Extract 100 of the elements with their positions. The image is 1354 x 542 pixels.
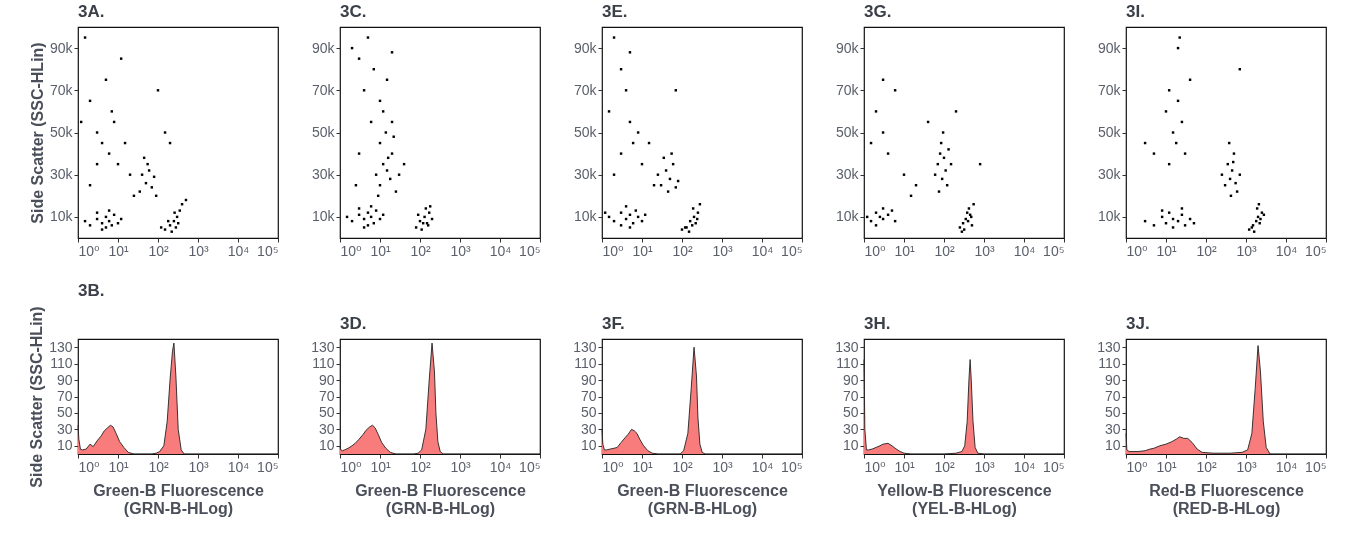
x-tick-label: 10³ (974, 458, 995, 475)
x-tick-label: 10¹ (370, 458, 391, 475)
y-tick-label: 50k (49, 124, 74, 140)
y-tick-label: 70k (49, 81, 74, 98)
x-tick-label: 10³ (188, 458, 209, 475)
chart-title: 3B. (78, 280, 105, 300)
x-tick-label: 10¹ (632, 458, 653, 475)
x-tick-label: 10⁰ (78, 242, 101, 259)
chart-title: 3H. (864, 314, 891, 333)
y-tick-label: 110 (836, 355, 859, 372)
y-tick-label: 50 (56, 404, 73, 421)
y-tick-label: 10 (842, 437, 859, 454)
x-tick-label: 10⁴ (1275, 242, 1298, 259)
y-tick-label: 50 (842, 404, 859, 421)
x-tick-label: 10⁰ (602, 458, 625, 475)
y-tick-label: 90 (318, 371, 335, 388)
x-tick-label: 10² (672, 458, 693, 475)
y-tick-label: 110 (50, 355, 73, 372)
y-tick-label: 70k (1097, 81, 1122, 98)
chart-title: 3A. (78, 2, 105, 21)
x-tick-label: 10⁴ (1013, 458, 1036, 475)
x-tick-label: 10³ (712, 458, 733, 475)
x-tick-label: 10³ (1236, 242, 1257, 259)
x-tick-label: 10¹ (108, 242, 129, 259)
chart-title: 3G. (864, 2, 892, 21)
x-tick-label: 10³ (188, 242, 209, 259)
x-tick-label: 10⁴ (1275, 458, 1298, 475)
x-tick-label: 10² (148, 458, 169, 475)
y-tick-label: 90 (580, 371, 597, 388)
x-axis-title: Green-B Fluorescence (GRN-B-HLog) (617, 481, 788, 517)
y-tick-label: 90k (835, 39, 860, 56)
x-tick-label: 10⁵ (519, 242, 541, 259)
chart-title: 3J. (1126, 314, 1150, 333)
y-tick-label: 110 (574, 355, 597, 372)
x-tick-label: 10⁵ (257, 242, 279, 259)
x-tick-label: 10² (1196, 242, 1217, 259)
y-tick-label: 30 (1104, 420, 1121, 437)
y-tick-label: 10k (835, 208, 860, 225)
y-tick-label: 130 (1097, 338, 1121, 355)
y-tick-label: 50 (1104, 404, 1121, 421)
y-tick-label: 50k (835, 124, 860, 140)
x-tick-label: 10⁴ (1013, 242, 1036, 259)
y-tick-label: 30 (318, 420, 335, 437)
y-tick-label: 130 (49, 338, 73, 355)
y-tick-label: 10 (318, 437, 335, 454)
x-tick-label: 10² (410, 242, 431, 259)
y-tick-label: 30k (49, 166, 74, 183)
x-tick-label: 10⁰ (864, 458, 887, 475)
x-tick-label: 10¹ (894, 458, 915, 475)
y-tick-label: 30 (842, 420, 859, 437)
x-tick-label: 10⁰ (1126, 458, 1149, 475)
x-tick-label: 10⁰ (864, 242, 887, 259)
y-tick-label: 70 (842, 388, 859, 404)
y-tick-label: 10k (1097, 208, 1122, 225)
x-tick-label: 10⁴ (227, 458, 250, 475)
x-tick-label: 10³ (974, 242, 995, 259)
y-axis-title: Side Scatter (SSC-HLin) (28, 42, 46, 224)
x-tick-label: 10¹ (108, 458, 129, 475)
y-tick-label: 30k (573, 166, 598, 183)
y-tick-label: 90k (311, 39, 336, 56)
y-tick-label: 70k (573, 81, 598, 98)
x-tick-label: 10⁴ (489, 458, 512, 475)
y-tick-label: 50 (580, 404, 597, 421)
y-tick-label: 70k (835, 81, 860, 98)
y-tick-label: 30 (580, 420, 597, 437)
y-tick-label: 30k (311, 166, 336, 183)
x-tick-label: 10¹ (370, 242, 391, 259)
x-tick-label: 10³ (450, 458, 471, 475)
y-tick-label: 110 (1098, 355, 1121, 372)
x-tick-label: 10⁰ (1126, 242, 1149, 259)
y-tick-label: 90 (1104, 371, 1121, 388)
y-tick-label: 10k (573, 208, 598, 225)
y-tick-label: 50k (311, 124, 336, 140)
y-tick-label: 70 (56, 388, 73, 404)
y-tick-label: 50k (573, 124, 598, 140)
x-tick-label: 10² (672, 242, 693, 259)
y-tick-label: 50k (1097, 124, 1122, 140)
x-tick-label: 10² (1196, 458, 1217, 475)
x-tick-label: 10⁵ (257, 458, 279, 475)
y-tick-label: 130 (835, 338, 859, 355)
y-tick-label: 130 (573, 338, 597, 355)
y-tick-label: 110 (312, 355, 335, 372)
y-tick-label: 70k (311, 81, 336, 98)
y-tick-label: 70 (580, 388, 597, 404)
y-tick-label: 90k (573, 39, 598, 56)
y-axis-title: Side Scatter (SSC-HLin) (28, 306, 46, 488)
x-axis-title: Yellow-B Fluorescence (YEL-B-HLog) (877, 481, 1052, 517)
x-tick-label: 10⁴ (227, 242, 250, 259)
y-tick-label: 70 (318, 388, 335, 404)
y-tick-label: 90 (56, 371, 73, 388)
x-axis-title: Green-B Fluorescence (GRN-B-HLog) (355, 481, 526, 517)
y-tick-label: 90k (49, 39, 74, 56)
y-tick-label: 30 (56, 420, 73, 437)
x-tick-label: 10² (410, 458, 431, 475)
chart-title: 3F. (602, 314, 625, 333)
y-tick-label: 10k (311, 208, 336, 225)
x-tick-label: 10⁵ (781, 242, 803, 259)
chart-title: 3I. (1126, 2, 1145, 21)
y-tick-label: 90 (842, 371, 859, 388)
x-tick-label: 10³ (450, 242, 471, 259)
